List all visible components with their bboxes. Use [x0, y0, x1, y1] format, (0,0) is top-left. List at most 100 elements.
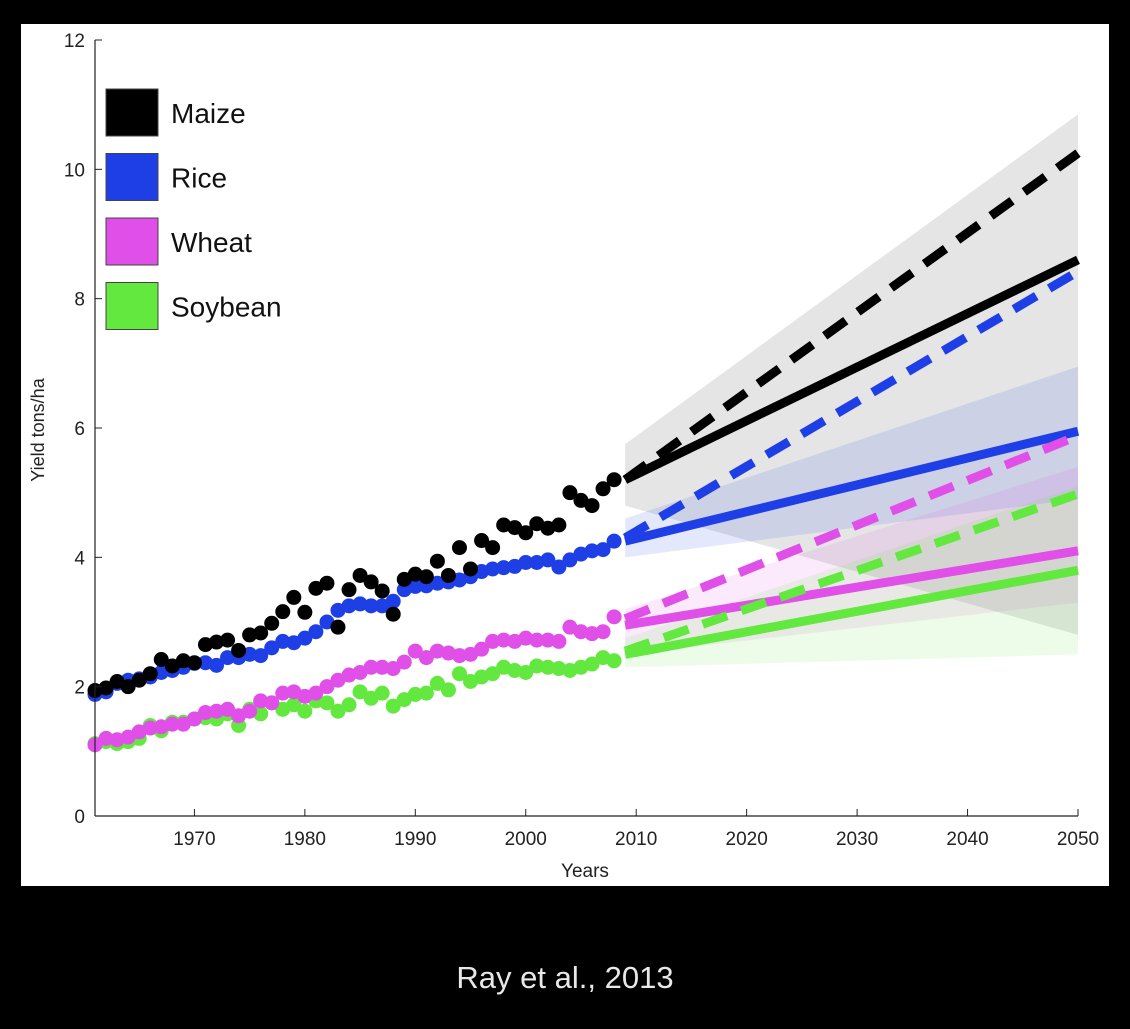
maize-data-point	[418, 569, 434, 585]
soybean-data-point	[451, 666, 467, 682]
soybean-data-point	[485, 666, 501, 682]
maize-data-point	[551, 517, 567, 533]
x-tick-label: 2040	[946, 829, 988, 850]
rice-data-point	[208, 657, 224, 673]
rice-data-point	[485, 561, 501, 577]
wheat-data-point	[220, 701, 236, 717]
soybean-data-point	[540, 659, 556, 675]
y-tick-label: 10	[64, 160, 85, 181]
x-tick-label: 1990	[394, 829, 436, 850]
wheat-data-point	[540, 632, 556, 648]
soybean-data-point	[606, 653, 622, 669]
soybean-data-point	[518, 664, 534, 680]
soybean-data-point	[297, 703, 313, 719]
legend-label: Wheat	[171, 227, 252, 258]
wheat-data-point	[208, 703, 224, 719]
soybean-data-point	[286, 697, 302, 713]
rice-data-point	[363, 598, 379, 614]
soybean-trend-line	[624, 565, 1079, 659]
rice-data-point	[562, 552, 578, 568]
maize-data-point	[153, 652, 169, 668]
y-tick-label: 8	[74, 290, 85, 311]
soybean-confidence-band	[625, 486, 1078, 668]
maize-data-point	[474, 533, 490, 549]
maize-data-point	[485, 540, 501, 556]
wheat-data-point	[418, 650, 434, 666]
observed-points	[87, 472, 622, 753]
rice-data-point	[606, 533, 622, 549]
maize-data-point	[220, 632, 236, 648]
wheat-data-point	[551, 633, 567, 649]
x-tick-label: 2020	[726, 829, 768, 850]
maize-data-point	[264, 615, 280, 631]
wheat-data-point	[407, 643, 423, 659]
rice-data-point	[253, 648, 269, 664]
wheat-legend-swatch	[105, 217, 159, 266]
rice-data-point	[264, 640, 280, 656]
soybean-data-point	[529, 658, 545, 674]
rice-data-point	[551, 559, 567, 575]
y-tick-label: 0	[74, 807, 85, 828]
wheat-data-point	[142, 720, 158, 736]
maize-data-point	[208, 634, 224, 650]
maize-data-point	[518, 525, 534, 541]
wheat-data-point	[385, 661, 401, 677]
wheat-trend-line	[624, 546, 1079, 630]
soybean-data-point	[330, 703, 346, 719]
wheat-data-point	[518, 630, 534, 646]
maize-data-point	[120, 679, 136, 695]
rice-data-point	[496, 560, 512, 576]
maize-data-point	[253, 625, 269, 641]
rice-data-point	[341, 598, 357, 614]
rice-data-point	[308, 624, 324, 640]
maize-data-point	[142, 666, 158, 682]
wheat-data-point	[319, 679, 335, 695]
soybean-data-point	[352, 684, 368, 700]
wheat-data-point	[584, 626, 600, 642]
wheat-data-point	[606, 609, 622, 625]
maize-data-point	[242, 627, 258, 643]
wheat-data-point	[451, 648, 467, 664]
maize-data-point	[231, 642, 247, 658]
maize-data-point	[463, 561, 479, 577]
wheat-data-point	[98, 730, 114, 746]
soybean-legend-swatch	[105, 282, 159, 330]
maize-data-point	[363, 574, 379, 590]
rice-data-point	[385, 593, 401, 609]
wheat-data-point	[186, 711, 202, 727]
rice-data-point	[153, 664, 169, 680]
soybean-data-point	[374, 685, 390, 701]
soybean-data-point	[429, 675, 445, 691]
rice-data-point	[297, 630, 313, 646]
rice-legend-swatch	[105, 153, 159, 201]
wheat-data-point	[308, 685, 324, 701]
maize-data-point	[584, 498, 600, 514]
wheat-data-point	[363, 659, 379, 675]
maize-data-point	[385, 606, 401, 622]
y-axis-label: Yield tons/ha	[28, 377, 48, 481]
rice-data-point	[518, 555, 534, 571]
soybean-data-point	[341, 697, 357, 713]
maize-data-point	[98, 680, 114, 696]
maize-data-point	[186, 655, 202, 671]
legend-label: Soybean	[171, 292, 282, 323]
wheat-data-point	[396, 654, 412, 670]
soybean-data-point	[551, 661, 567, 677]
soybean-data-point	[584, 656, 600, 672]
wheat-data-point	[429, 643, 445, 659]
rice-data-point	[584, 543, 600, 559]
maize-data-point	[297, 604, 313, 620]
maize-legend-swatch	[105, 88, 159, 137]
x-tick-label: 2010	[615, 829, 657, 850]
rice-data-point	[407, 578, 423, 594]
projection-lines	[622, 149, 1081, 659]
wheat-data-point	[275, 685, 291, 701]
chart-background	[21, 24, 1109, 886]
maize-data-point	[595, 481, 611, 497]
rice-data-point	[220, 650, 236, 666]
maize-data-point	[440, 567, 456, 583]
axes: 0 2 4 6 8 10 12 1970 1980 1990 2000 2010 2020 2030 204…	[64, 31, 1099, 850]
legend: Maize Rice Wheat Soybean	[105, 88, 282, 330]
y-tick-label: 2	[74, 678, 85, 699]
y-tick-label: 6	[74, 419, 85, 440]
